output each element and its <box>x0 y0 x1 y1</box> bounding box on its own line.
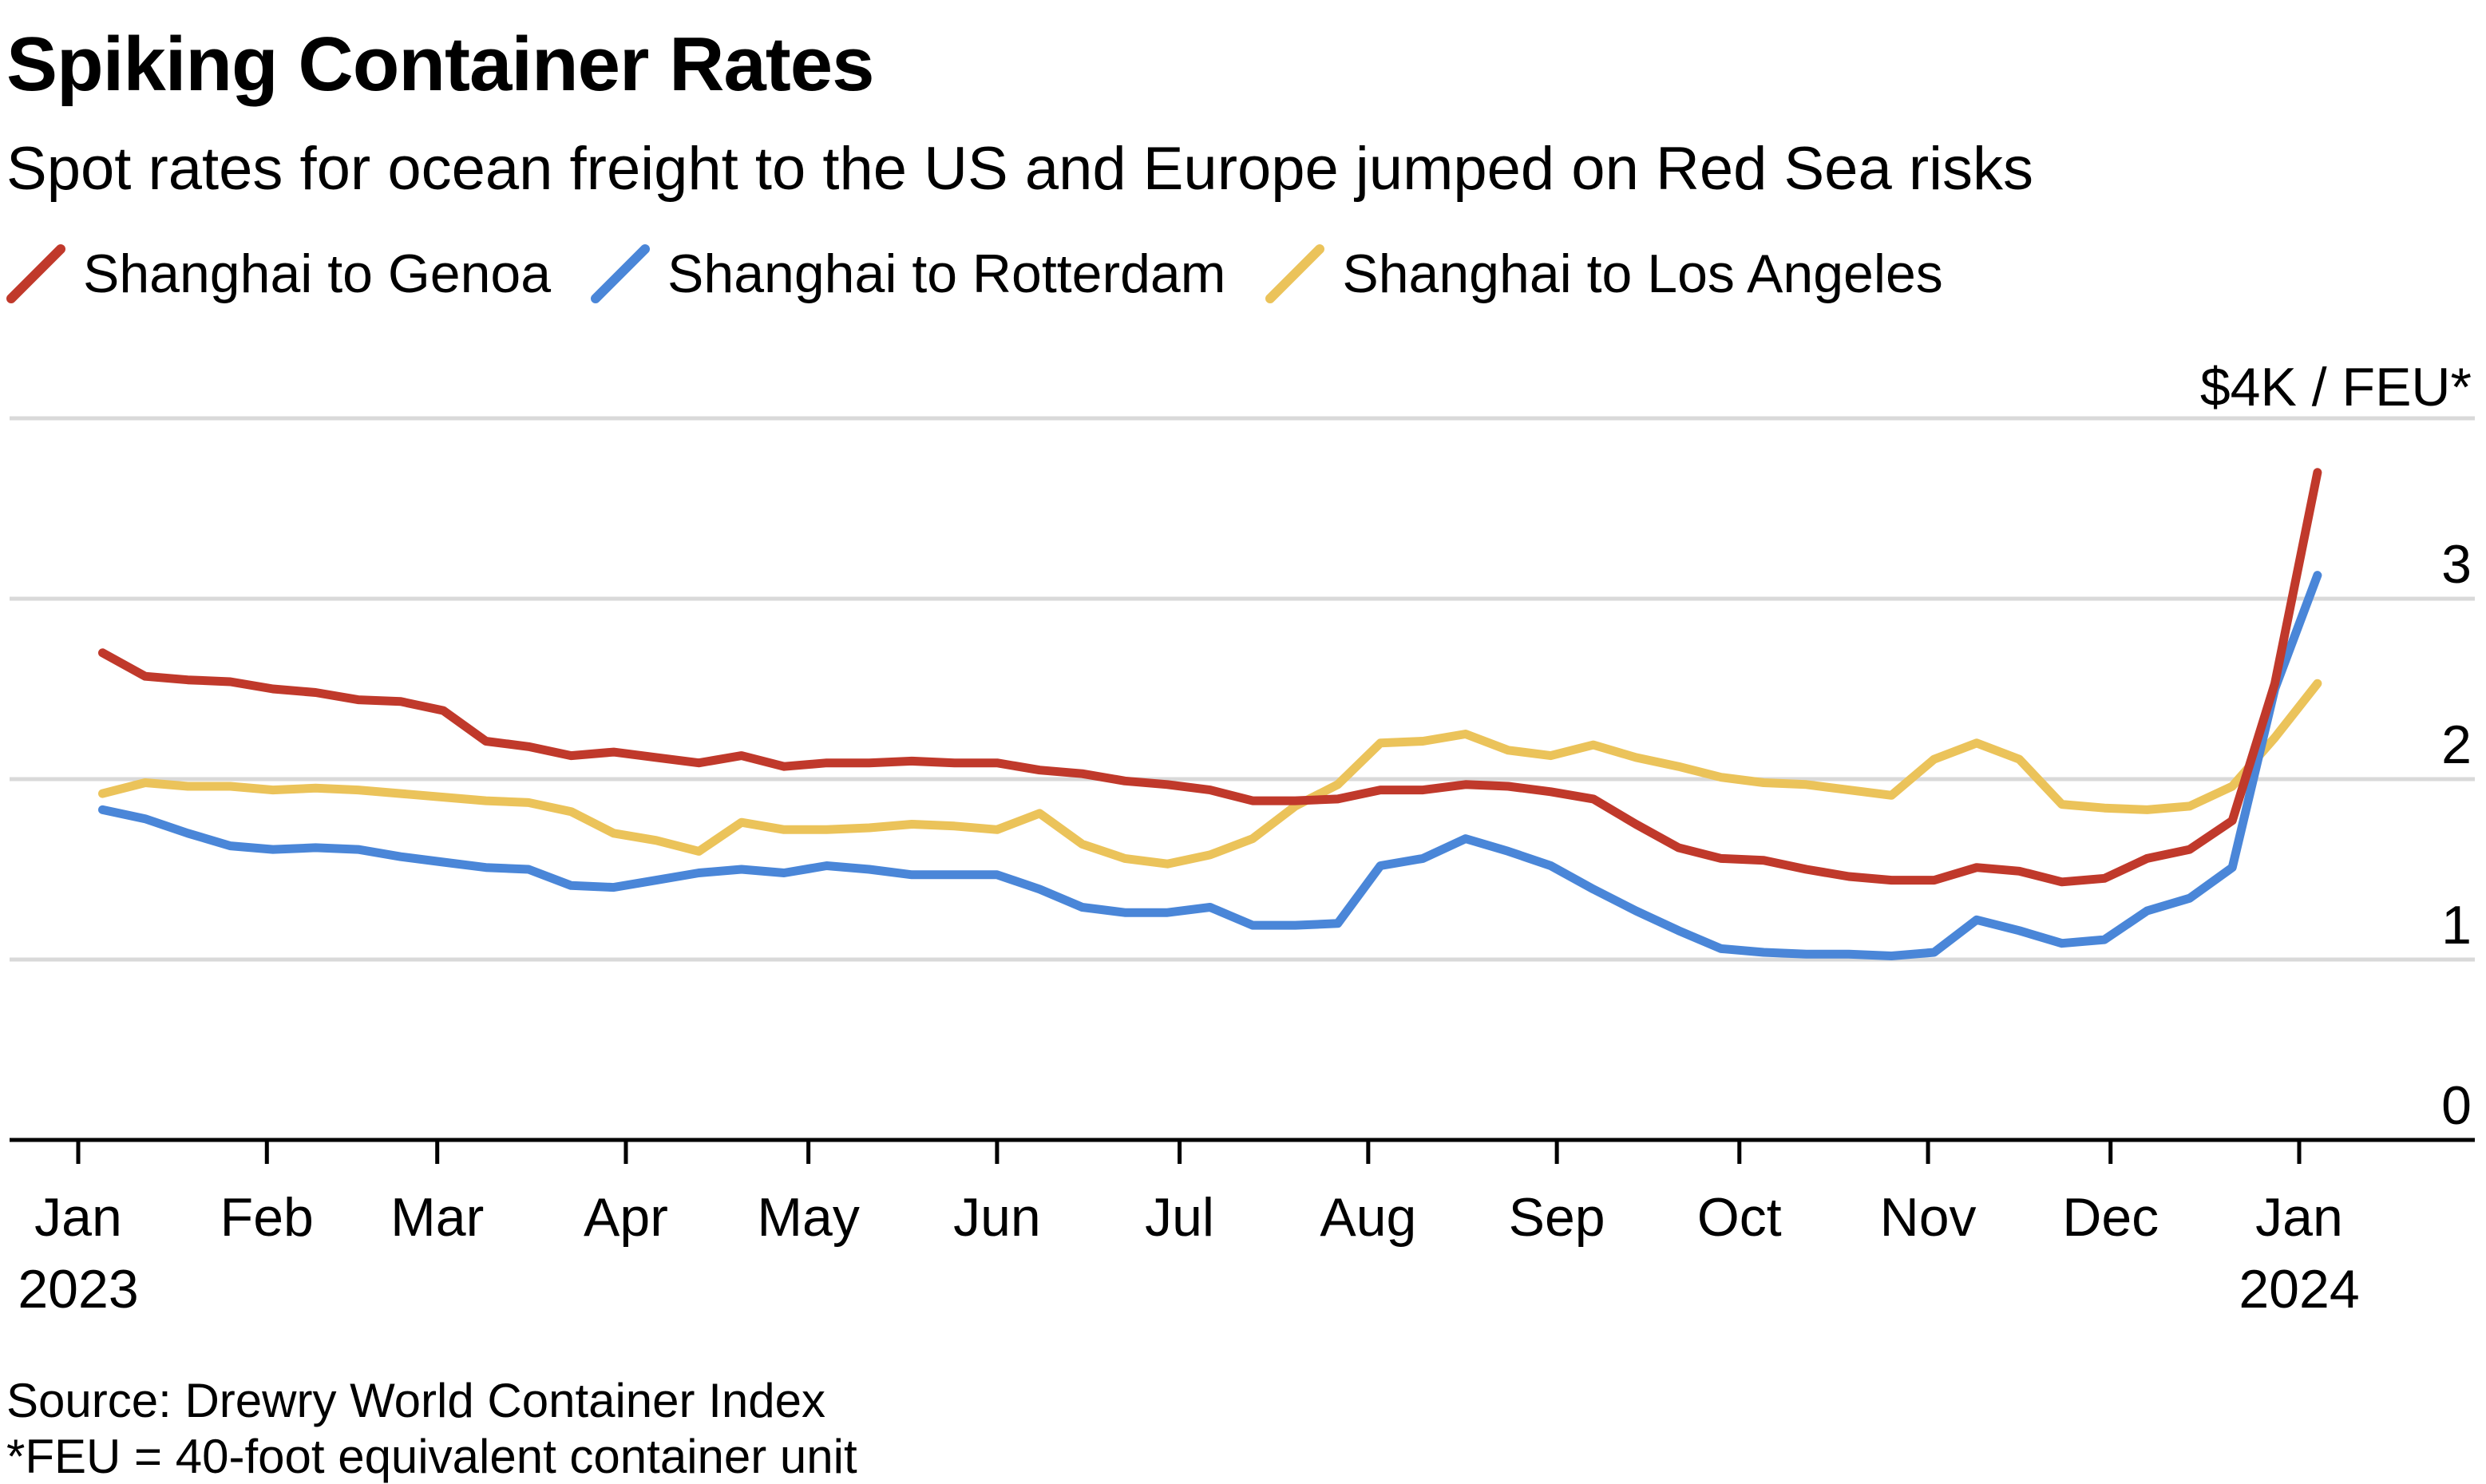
series-line-los-angeles <box>98 679 2322 869</box>
y-tick-label-0: 0 <box>2441 1075 2472 1136</box>
legend-swatch-los-angeles <box>1265 244 1325 303</box>
y-tick-label-4: $4K / FEU* <box>2200 357 2472 417</box>
y-tick-label-3: 3 <box>2441 534 2472 595</box>
y-tick-label-2: 2 <box>2441 714 2472 775</box>
y-tick-label-1: 1 <box>2441 895 2472 956</box>
legend-label-rotterdam: Shanghai to Rotterdam <box>667 243 1226 304</box>
series-line-rotterdam <box>98 571 2322 960</box>
feu-footnote: *FEU = 40-foot equivalent container unit <box>6 1430 857 1483</box>
x-tick-sublabel-12: 2024 <box>2239 1259 2359 1320</box>
legend-label-genoa: Shanghai to Genoa <box>83 243 552 304</box>
x-tick-label-12: Jan <box>2255 1187 2343 1248</box>
chart-subtitle: Spot rates for ocean freight to the US a… <box>6 135 2034 203</box>
legend-label-los-angeles: Shanghai to Los Angeles <box>1342 243 1943 304</box>
x-tick-label-2: Mar <box>390 1187 484 1248</box>
x-tick-label-5: Jun <box>953 1187 1041 1248</box>
x-tick-label-10: Nov <box>1880 1187 1977 1248</box>
x-tick-sublabel-0: 2023 <box>18 1259 138 1320</box>
source-note: Source: Drewry World Container Index <box>6 1374 825 1427</box>
legend-item-genoa: Shanghai to Genoa <box>6 243 551 305</box>
x-tick-label-11: Dec <box>2062 1187 2159 1248</box>
x-tick-label-7: Aug <box>1320 1187 1416 1248</box>
x-tick-label-3: Apr <box>584 1187 668 1248</box>
x-tick-label-6: Jul <box>1145 1187 1214 1248</box>
line-chart: 0 1 2 3 $4K / FEU* Jan 2023 Feb Mar Apr May Jun Jul A… <box>10 357 2475 1320</box>
x-tick-label-4: May <box>757 1187 859 1248</box>
legend-item-los-angeles: Shanghai to Los Angeles <box>1265 243 1943 305</box>
x-tick-label-8: Sep <box>1509 1187 1605 1248</box>
x-tick-label-0: Jan <box>34 1187 122 1248</box>
legend-item-rotterdam: Shanghai to Rotterdam <box>591 243 1225 305</box>
legend-swatch-genoa <box>6 244 65 303</box>
series-line-genoa <box>98 468 2322 887</box>
legend: Shanghai to Genoa Shanghai to Rotterdam … <box>6 238 1983 310</box>
x-tick-label-1: Feb <box>220 1187 314 1248</box>
chart-title: Spiking Container Rates <box>6 22 875 107</box>
legend-swatch-rotterdam <box>591 244 651 303</box>
x-tick-label-9: Oct <box>1697 1187 1782 1248</box>
